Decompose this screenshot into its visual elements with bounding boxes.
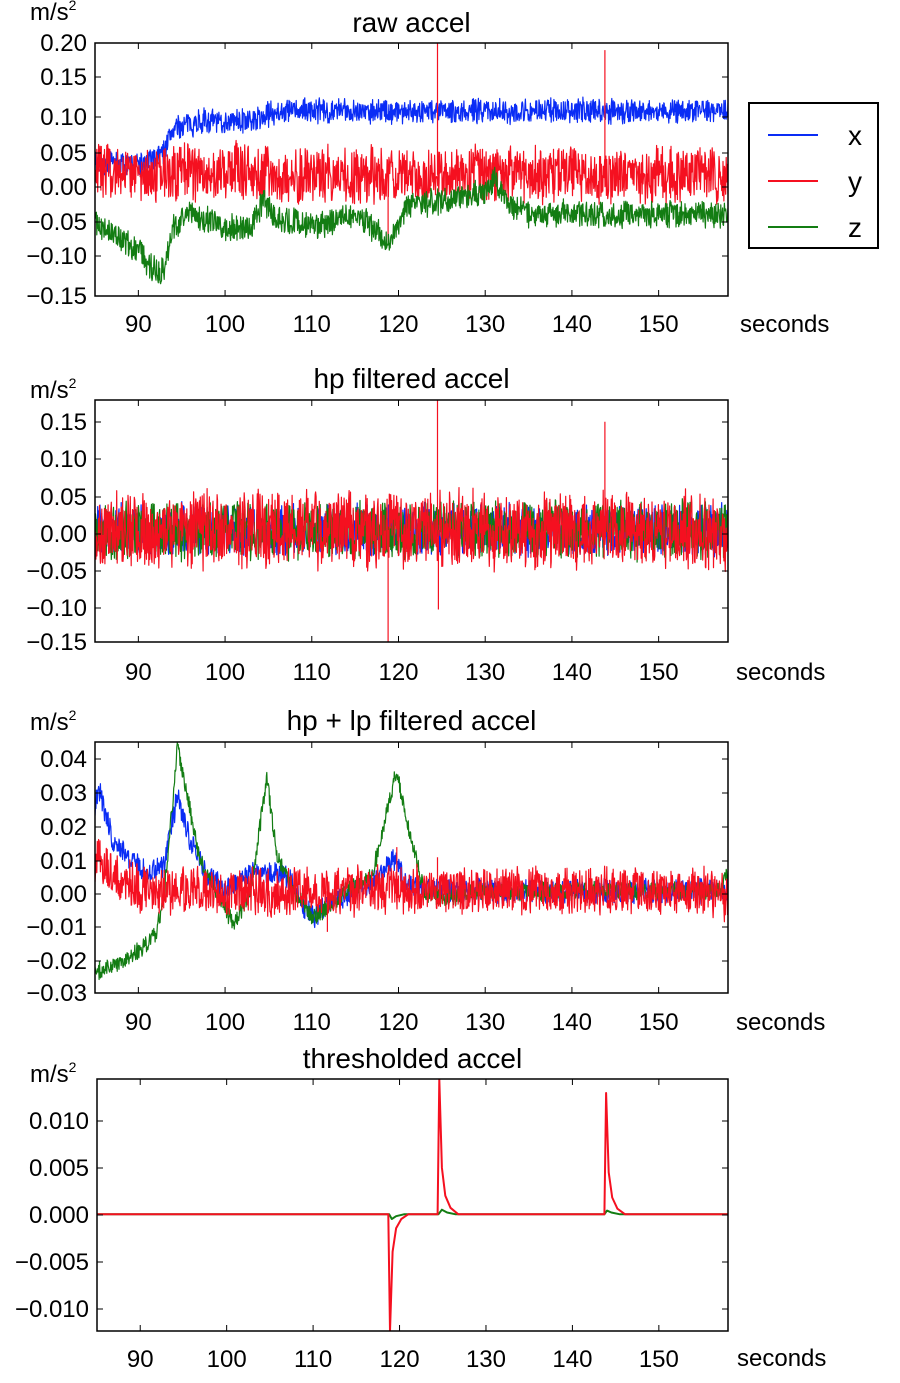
y-tick-label: −0.03 [26,980,87,1007]
legend-box [748,102,879,249]
plot-area [97,1079,728,1331]
chart-title: raw accel [352,7,470,38]
x-tick-label: 140 [552,1009,592,1036]
y-tick-label: 0.15 [40,64,87,91]
x-tick-label: 100 [205,1009,245,1036]
y-tick-label: 0.03 [40,780,87,807]
x-tick-label: 90 [125,1009,152,1036]
legend: x y z [748,102,879,249]
y-tick-label: 0.01 [40,848,87,875]
plot-frame [96,1078,729,1332]
x-axis-label: seconds [740,311,829,338]
y-tick-label: −0.10 [26,243,87,270]
x-tick-label: 110 [293,311,331,338]
y-tick-label: 0.00 [40,521,87,548]
subplot-3: hp + lp filtered accel m/s2 90 100 110 120 130… [26,705,825,1036]
y-tick-label: 0.00 [40,881,87,908]
x-tick-label: 150 [639,1346,679,1373]
subplot-4: thresholded accel m/s2 90 100 110 120 130 140 15… [15,1043,826,1373]
x-tick-label: 90 [125,311,152,338]
series-line-x [95,96,728,177]
series-line-z [95,166,728,285]
y-tick-label: 0.02 [40,814,87,841]
y-tick-label: −0.15 [26,283,87,310]
series-line-y [97,1079,728,1331]
y-tick-label: −0.02 [26,948,87,975]
x-tick-label: 90 [127,1346,154,1373]
y-tick-label: −0.01 [26,914,87,941]
legend-label-z: z [848,212,862,243]
x-tick-label: 110 [293,1009,331,1036]
series-line-z [97,1208,728,1220]
subplot-2: hp filtered accel m/s2 90 100 110 120 130 140 15… [26,363,825,686]
y-tick-label: −0.15 [26,629,87,656]
x-tick-label: 120 [378,659,418,686]
y-axis-unit-label: m/s2 [30,707,77,736]
y-tick-label: 0.10 [40,446,87,473]
y-tick-label: −0.10 [26,595,87,622]
y-tick-label: 0.00 [40,174,87,201]
y-axis-unit-superscript: 2 [69,375,77,391]
x-tick-label: 130 [466,1346,506,1373]
x-tick-label: 150 [639,1009,679,1036]
y-tick-label: −0.05 [26,558,87,585]
x-tick-label: 140 [552,311,592,338]
y-tick-label: 0.05 [40,484,87,511]
y-axis-unit-label: m/s2 [30,375,77,404]
series-line-y [95,400,728,642]
chart-title: thresholded accel [303,1043,522,1074]
x-tick-label: 130 [465,1009,505,1036]
y-tick-label: 0.005 [29,1155,89,1182]
plot-area [95,43,728,285]
y-tick-label: 0.05 [40,140,87,167]
x-tick-label: 120 [378,311,418,338]
x-tick-label: 120 [380,1346,420,1373]
y-axis-unit-superscript: 2 [69,707,77,723]
chart-title: hp filtered accel [313,363,509,394]
x-axis-label: seconds [737,1345,826,1372]
x-tick-label: 120 [378,1009,418,1036]
x-axis-label: seconds [736,659,825,686]
y-tick-label: 0.10 [40,104,87,131]
y-tick-label: −0.05 [26,209,87,236]
chart-title: hp + lp filtered accel [287,705,537,736]
x-tick-label: 110 [293,659,331,686]
x-tick-label: 100 [207,1346,247,1373]
series-line-z [95,742,728,981]
x-tick-label: 100 [205,311,245,338]
y-tick-label: −0.005 [15,1249,89,1276]
x-tick-label: 130 [465,659,505,686]
series-line-y [95,838,728,932]
y-axis-unit-label: m/s2 [30,1059,77,1088]
plot-area [95,400,728,642]
legend-label-x: x [848,120,862,151]
y-axis-unit-label: m/s2 [30,0,77,26]
y-tick-label: 0.15 [40,409,87,436]
y-tick-label: −0.010 [15,1296,89,1323]
x-tick-label: 110 [294,1346,332,1373]
plot-frame [94,741,729,994]
y-axis-unit-superscript: 2 [69,0,77,13]
y-tick-label: 0.010 [29,1108,89,1135]
y-tick-label: 0.000 [29,1202,89,1229]
x-axis-label: seconds [736,1009,825,1036]
y-tick-label: 0.20 [40,30,87,57]
plot-frame [94,42,729,297]
x-tick-label: 90 [125,659,152,686]
x-tick-label: 140 [552,1346,592,1373]
series-line-y [95,43,728,243]
x-tick-label: 100 [205,659,245,686]
x-tick-label: 140 [552,659,592,686]
y-axis-unit-superscript: 2 [69,1059,77,1075]
plot-frame [94,399,729,643]
plot-area [95,742,728,981]
x-tick-label: 150 [639,659,679,686]
legend-label-y: y [848,166,862,197]
x-tick-label: 130 [465,311,505,338]
subplot-1: raw accel m/s2 90 100 110 120 130 140 150 0.20 0.1… [26,0,829,338]
x-tick-label: 150 [639,311,679,338]
y-tick-label: 0.04 [40,746,87,773]
